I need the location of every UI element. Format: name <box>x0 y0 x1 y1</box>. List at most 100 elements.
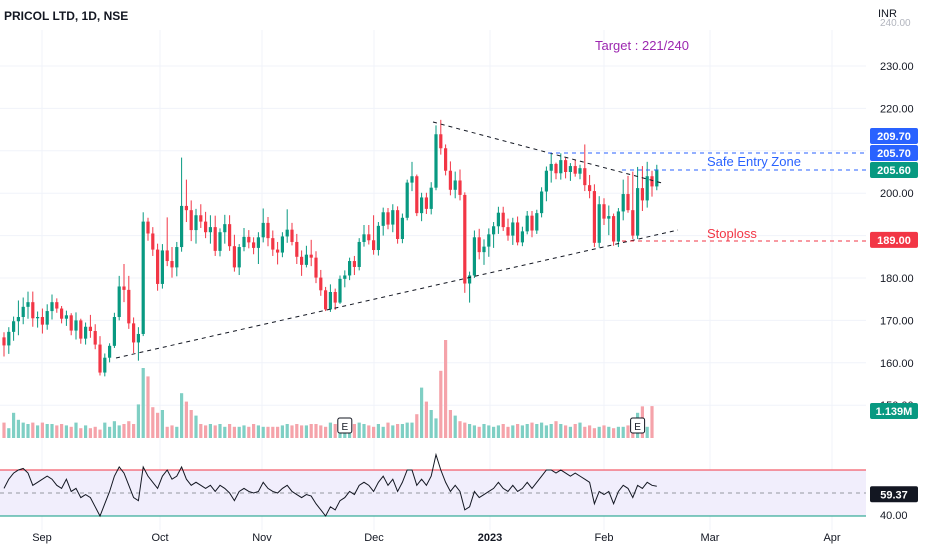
candle-body[interactable] <box>391 210 395 225</box>
candle-body[interactable] <box>376 225 380 251</box>
candle-body[interactable] <box>544 170 548 192</box>
candle-body[interactable] <box>616 211 620 242</box>
candle-body[interactable] <box>127 289 131 324</box>
candle-body[interactable] <box>237 247 241 268</box>
candle-body[interactable] <box>444 148 448 171</box>
candle-body[interactable] <box>477 237 481 253</box>
candle-body[interactable] <box>276 249 280 253</box>
candle-body[interactable] <box>396 210 400 239</box>
candle-body[interactable] <box>40 317 44 325</box>
candle-body[interactable] <box>516 222 520 243</box>
candle-body[interactable] <box>304 254 308 265</box>
candle-body[interactable] <box>16 317 20 322</box>
candle-body[interactable] <box>520 231 524 243</box>
candle-body[interactable] <box>338 278 342 303</box>
candle-body[interactable] <box>285 229 289 237</box>
candle-body[interactable] <box>367 234 371 241</box>
candle-body[interactable] <box>549 163 553 171</box>
candle-body[interactable] <box>506 227 510 236</box>
earnings-marker[interactable]: E <box>337 417 353 434</box>
candle-body[interactable] <box>112 317 116 346</box>
candle-body[interactable] <box>410 176 414 183</box>
candle-body[interactable] <box>199 215 203 222</box>
candle-body[interactable] <box>271 238 275 250</box>
candle-body[interactable] <box>607 216 611 219</box>
earnings-marker[interactable]: E <box>630 417 646 434</box>
candle-body[interactable] <box>597 204 601 243</box>
candle-body[interactable] <box>573 166 577 174</box>
candle-body[interactable] <box>583 168 587 186</box>
candle-body[interactable] <box>132 323 136 343</box>
candle-body[interactable] <box>69 315 73 331</box>
candle-body[interactable] <box>223 224 227 233</box>
lower-trendline[interactable] <box>115 229 679 359</box>
candle-body[interactable] <box>640 188 644 201</box>
candle-body[interactable] <box>324 290 328 310</box>
candle-body[interactable] <box>650 176 654 187</box>
candle-body[interactable] <box>79 320 83 339</box>
candle-body[interactable] <box>492 226 496 235</box>
candle-body[interactable] <box>64 315 68 319</box>
candle-body[interactable] <box>621 194 625 212</box>
candle-body[interactable] <box>194 215 198 231</box>
candle-body[interactable] <box>578 168 582 174</box>
candle-body[interactable] <box>175 247 179 268</box>
candle-body[interactable] <box>141 221 145 334</box>
candle-body[interactable] <box>295 241 299 257</box>
candle-body[interactable] <box>568 166 572 172</box>
candle-body[interactable] <box>213 227 217 251</box>
candle-body[interactable] <box>511 222 515 236</box>
candle-body[interactable] <box>463 194 467 284</box>
candle-body[interactable] <box>424 197 428 209</box>
candle-body[interactable] <box>309 254 313 258</box>
candle-body[interactable] <box>372 240 376 251</box>
candle-body[interactable] <box>12 321 16 332</box>
candle-body[interactable] <box>352 261 356 267</box>
candle-body[interactable] <box>482 246 486 253</box>
candle-body[interactable] <box>343 275 347 279</box>
safe-entry-annotation[interactable]: Safe Entry Zone <box>707 154 801 169</box>
candle-body[interactable] <box>357 241 361 267</box>
candle-body[interactable] <box>468 275 472 284</box>
candle-body[interactable] <box>564 160 568 172</box>
candle-body[interactable] <box>290 229 294 242</box>
candle-body[interactable] <box>189 210 193 231</box>
candle-body[interactable] <box>530 215 534 231</box>
candle-body[interactable] <box>434 134 438 188</box>
candle-body[interactable] <box>415 176 419 214</box>
candle-body[interactable] <box>319 277 323 291</box>
candle-body[interactable] <box>98 344 102 373</box>
candle-body[interactable] <box>31 302 35 319</box>
candle-body[interactable] <box>247 236 251 243</box>
candle-body[interactable] <box>348 261 352 276</box>
candle-body[interactable] <box>559 160 563 174</box>
candle-body[interactable] <box>122 286 126 290</box>
candle-body[interactable] <box>400 217 404 239</box>
candle-body[interactable] <box>333 291 337 303</box>
candle-body[interactable] <box>631 210 635 236</box>
candle-body[interactable] <box>612 216 616 242</box>
candle-body[interactable] <box>626 194 630 211</box>
candle-body[interactable] <box>439 134 443 149</box>
stoploss-annotation[interactable]: Stoploss <box>707 226 757 241</box>
candle-body[interactable] <box>218 232 222 251</box>
candle-body[interactable] <box>328 291 332 310</box>
candle-body[interactable] <box>55 302 59 309</box>
candle-body[interactable] <box>448 170 452 190</box>
candle-body[interactable] <box>160 250 164 284</box>
candle-body[interactable] <box>50 302 54 312</box>
candle-body[interactable] <box>228 224 232 247</box>
candle-body[interactable] <box>540 191 544 214</box>
candle-body[interactable] <box>256 237 260 248</box>
candle-body[interactable] <box>84 326 88 339</box>
candle-body[interactable] <box>103 357 107 373</box>
candle-body[interactable] <box>26 302 30 307</box>
candle-body[interactable] <box>136 333 140 343</box>
candle-body[interactable] <box>280 236 284 253</box>
candle-body[interactable] <box>252 242 256 248</box>
candle-body[interactable] <box>602 204 606 219</box>
candle-body[interactable] <box>429 187 433 209</box>
candle-body[interactable] <box>180 205 184 248</box>
candle-body[interactable] <box>117 286 121 318</box>
